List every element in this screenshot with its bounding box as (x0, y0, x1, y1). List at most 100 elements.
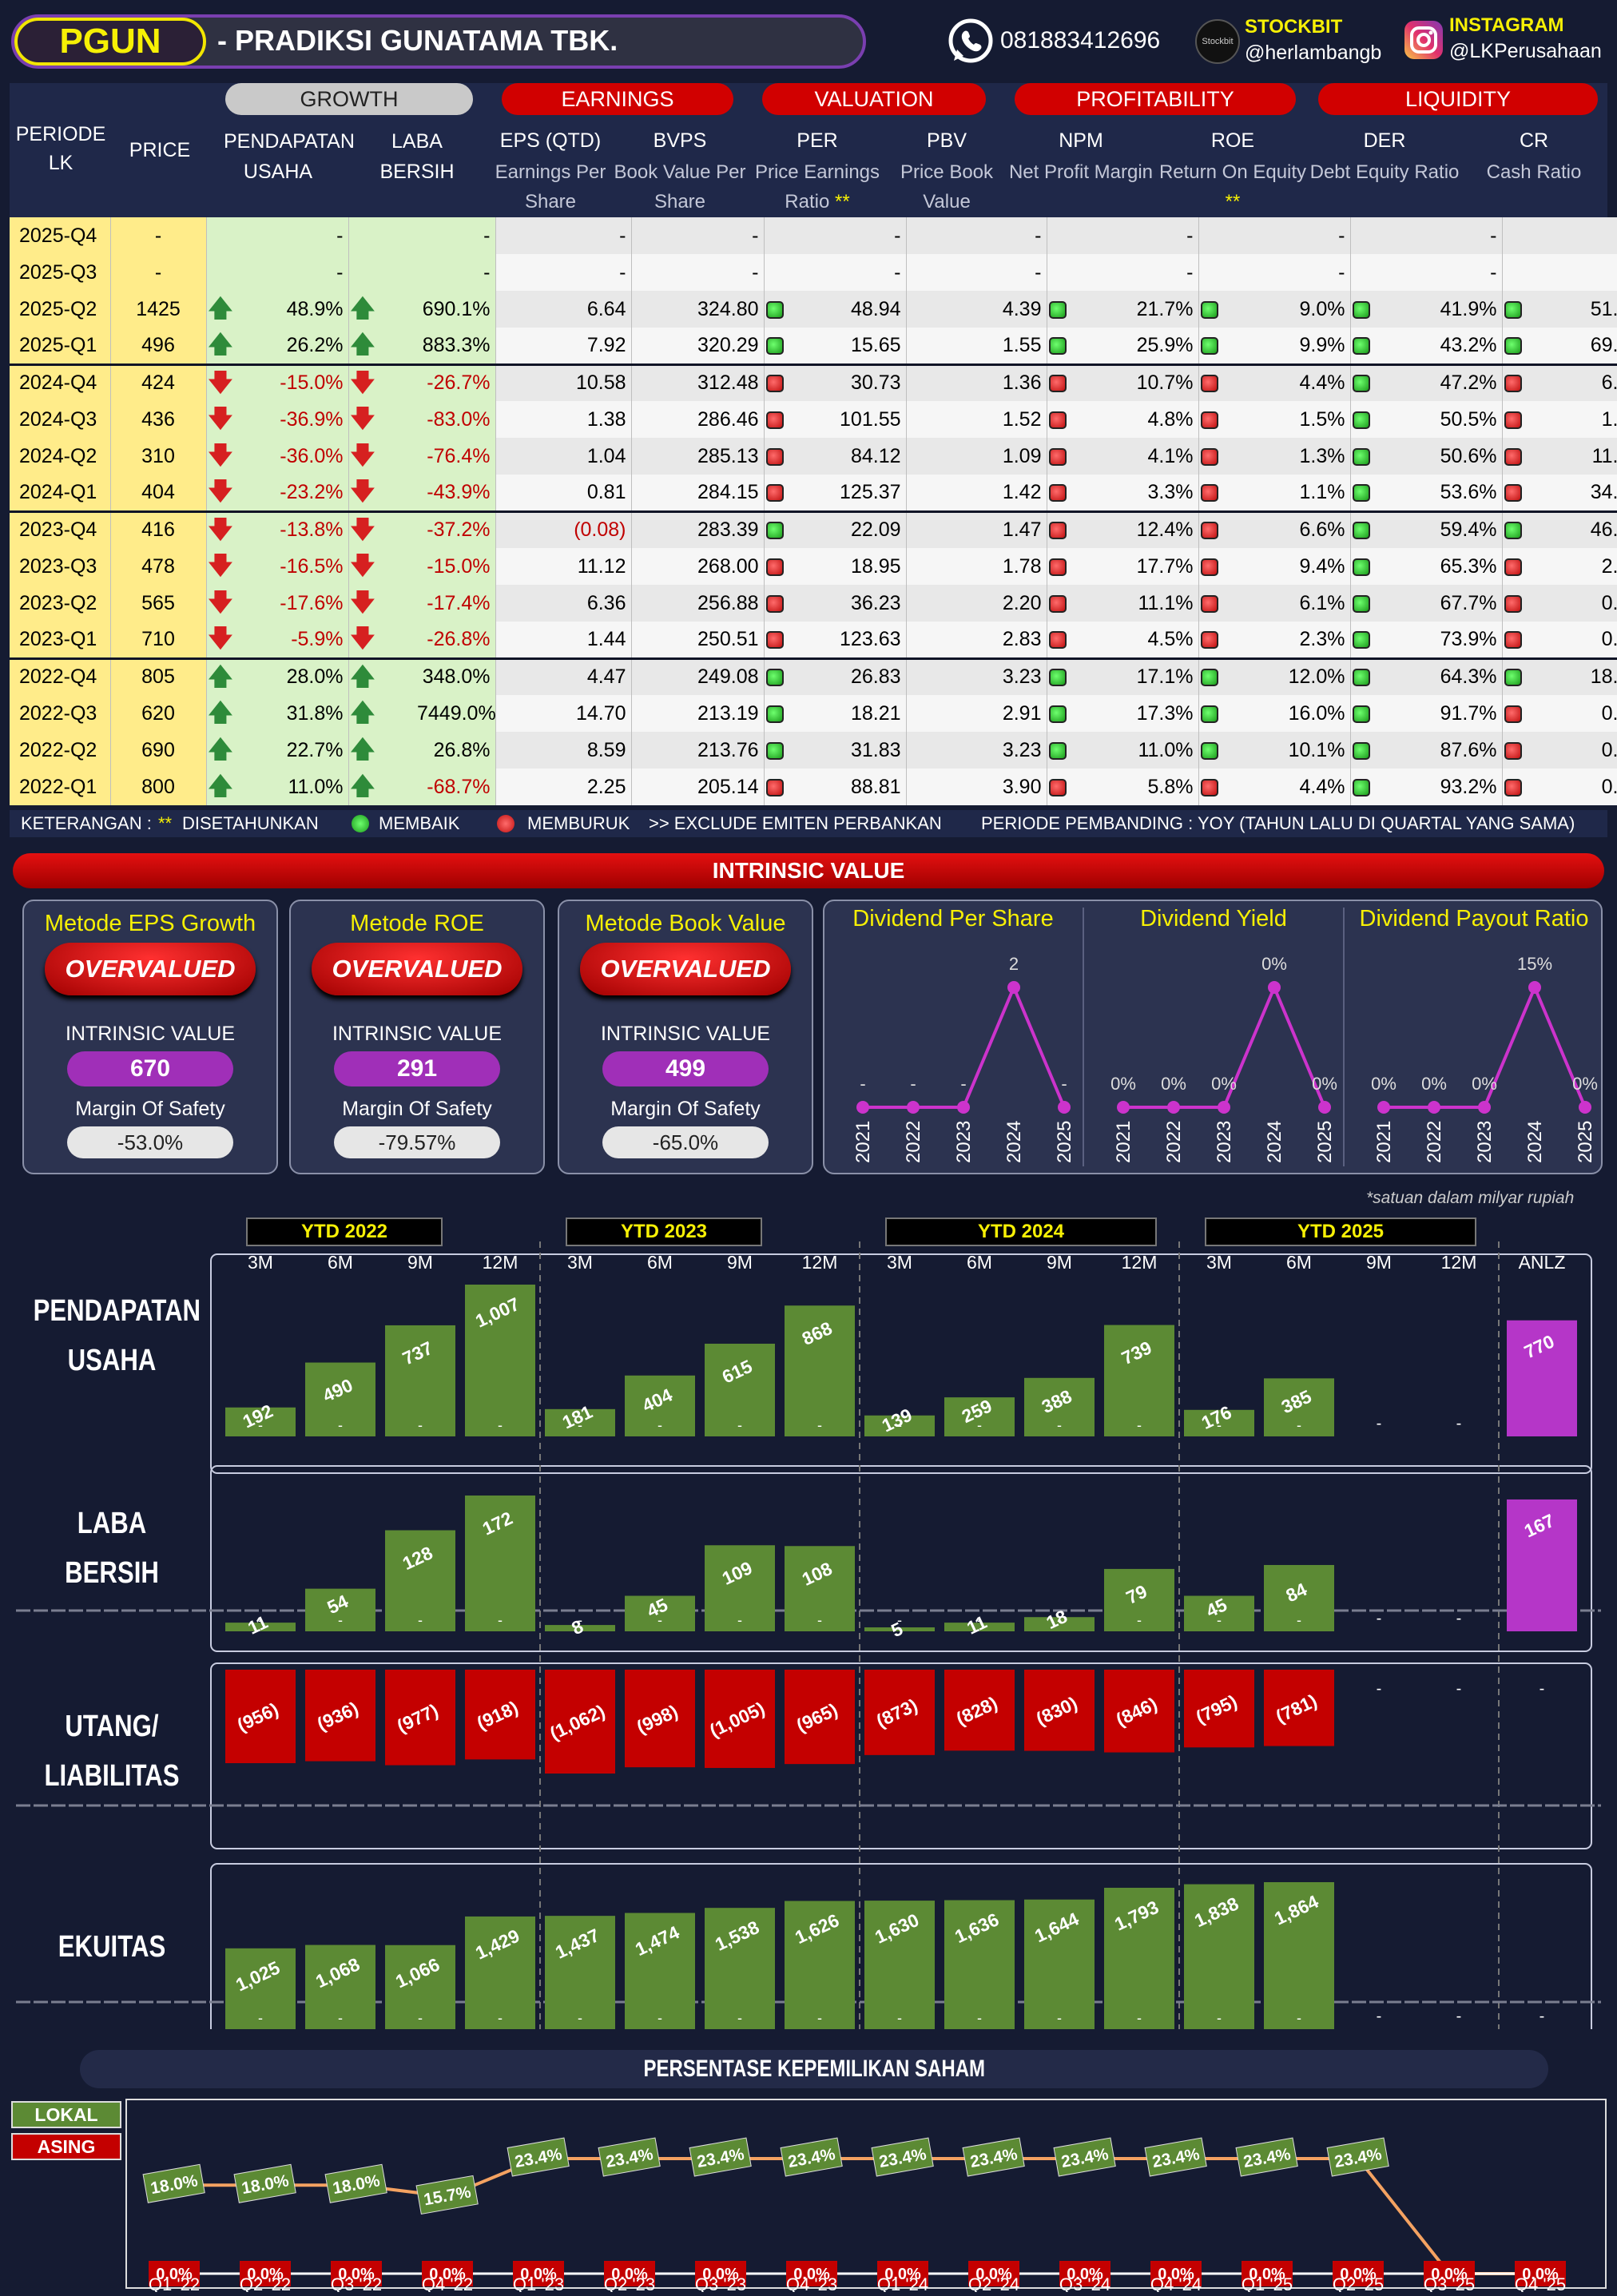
cell-roe: 10.1% (1224, 732, 1351, 769)
cell-roe: 6.6% (1224, 510, 1351, 548)
dividend-year: 2021 (1113, 1121, 1134, 1163)
cell-rev-growth: 48.9% (268, 291, 349, 328)
bar-tick: - (498, 1612, 503, 1628)
cell-npm: 12.4% (1072, 510, 1199, 548)
asing-point (1424, 2261, 1475, 2286)
dividend-label: 0% (1110, 1074, 1136, 1094)
arrow-down-icon: 🡇 (348, 401, 412, 438)
cell-eps: 1.04 (495, 438, 632, 475)
month-label: 12M (1441, 1252, 1477, 1273)
cell-der: 91.7% (1376, 695, 1503, 732)
dividend-year: 2025 (1314, 1121, 1336, 1163)
cell-np-growth: -17.4% (412, 585, 496, 622)
overvalued-badge: OVERVALUED (45, 943, 256, 995)
green-dot-icon (1502, 328, 1528, 364)
table-row: 2025-Q3----------- (10, 254, 1617, 291)
asing-label: 0.0% (975, 2266, 1012, 2283)
ytd-tag: YTD 2022 (246, 1218, 443, 1246)
cell-np-growth: 690.1% (412, 291, 496, 328)
bar (545, 1625, 615, 1631)
red-dot-icon (1502, 363, 1528, 401)
red-dot-icon (764, 548, 789, 585)
table-row: 2023-Q1 710 🡇 -5.9% 🡇 -26.8% 1.44 250.51 123.63 2… (10, 622, 1617, 658)
arrow-up-icon: 🡅 (206, 291, 268, 328)
dividend-label: 0% (1161, 1074, 1186, 1094)
lokal-point (689, 2137, 752, 2177)
cell-eps: - (495, 217, 632, 254)
quarter-label: Q3 '25 (1424, 2274, 1475, 2292)
bar-tick: - (817, 2010, 822, 2026)
quarter-label: Q1 '22 (149, 2274, 200, 2292)
bar-tick: - (1297, 1612, 1301, 1628)
asing-point (786, 2261, 837, 2286)
lokal-point (507, 2137, 570, 2177)
cell-price: 690 (110, 732, 207, 769)
quarter-label: Q4 '23 (786, 2274, 837, 2292)
bar (545, 1408, 615, 1436)
cell-period: 2022-Q1 (10, 769, 111, 805)
instagram-handle[interactable]: @LKPerusahaan (1449, 40, 1602, 62)
quarter-label: Q4 '22 (422, 2274, 473, 2292)
arrow-down-icon: 🡇 (348, 475, 412, 511)
cell-der: 47.2% (1376, 363, 1503, 401)
green-dot-icon (1350, 401, 1376, 438)
cell-per: 30.73 (789, 363, 907, 401)
quarter-label: Q4 '24 (1150, 2274, 1202, 2292)
cell-period: 2024-Q3 (10, 401, 111, 438)
arrow-down-icon: 🡇 (206, 510, 268, 548)
cell-np-growth: -68.7% (412, 769, 496, 805)
cell-eps: 14.70 (495, 695, 632, 732)
bar (1264, 1378, 1334, 1436)
empty-cell (1350, 254, 1376, 291)
cell-pbv: 1.78 (906, 548, 1047, 585)
bar-charts-svg: 3M 6M 9M 12M 3M 6M 9M 12M 3M 6M 9M 12M 3M 6M 9M 12M ANLZ… (16, 1241, 1601, 2050)
empty-cell (348, 217, 412, 254)
stockbit-handle[interactable]: @herlambangb (1245, 42, 1382, 64)
bar-tick: - (498, 2010, 503, 2026)
bar-empty: - (1377, 1415, 1382, 1432)
month-label: 12M (483, 1252, 518, 1273)
asing-point (968, 2261, 1019, 2286)
col-npm: NPM (1059, 129, 1103, 152)
arrow-down-icon: 🡇 (206, 401, 268, 438)
quarter-label: Q3 '24 (1059, 2274, 1110, 2292)
cell-eps: 0.81 (495, 475, 632, 511)
cell-rev-growth: -17.6% (268, 585, 349, 622)
cell-price: 404 (110, 475, 207, 511)
bar (305, 1588, 375, 1631)
red-dot-icon (764, 622, 789, 658)
instagram-label: INSTAGRAM (1449, 14, 1564, 36)
green-dot-icon (764, 291, 789, 328)
cell-np-growth: 7449.0% (412, 695, 496, 732)
bar-tick: - (1217, 1417, 1222, 1433)
phone-number[interactable]: 081883412696 (1000, 27, 1161, 54)
cell-der: 67.7% (1376, 585, 1503, 622)
empty-cell (1502, 254, 1528, 291)
bar (785, 1546, 855, 1631)
cell-cr: 1.8% (1528, 401, 1617, 438)
dividend-label: 0% (1211, 1074, 1237, 1094)
method-title: Metode EPS Growth (44, 911, 256, 936)
dividend-label: 0% (1421, 1074, 1447, 1094)
table-row: 2024-Q2 310 🡇 -36.0% 🡇 -76.4% 1.04 285.13 84.12 1… (10, 438, 1617, 475)
dividend-point (1117, 1101, 1130, 1114)
cell-np-growth: - (412, 217, 496, 254)
asing-label: 0.0% (1067, 2266, 1103, 2283)
bar-tick: - (1137, 1612, 1142, 1628)
bar-tick: - (578, 1612, 582, 1628)
bar (1184, 1670, 1254, 1748)
cell-bvps: 283.39 (631, 510, 765, 548)
bar (1104, 1670, 1174, 1753)
bar (944, 1900, 1015, 2029)
table-row: 2023-Q4 416 🡇 -13.8% 🡇 -37.2% (0.08) 283.39 22.0… (10, 510, 1617, 548)
label-utang: UTANG/LIABILITAS (44, 1710, 180, 1793)
red-dot-icon (764, 769, 789, 805)
cell-period: 2023-Q1 (10, 622, 111, 658)
bar-tick: - (498, 1417, 503, 1433)
arrow-down-icon: 🡇 (206, 363, 268, 401)
empty-cell (206, 217, 268, 254)
green-dot-icon (1198, 732, 1224, 769)
col-per: PER (797, 129, 838, 152)
month-label: 3M (567, 1252, 593, 1273)
cell-cr: 0.9% (1528, 622, 1617, 658)
